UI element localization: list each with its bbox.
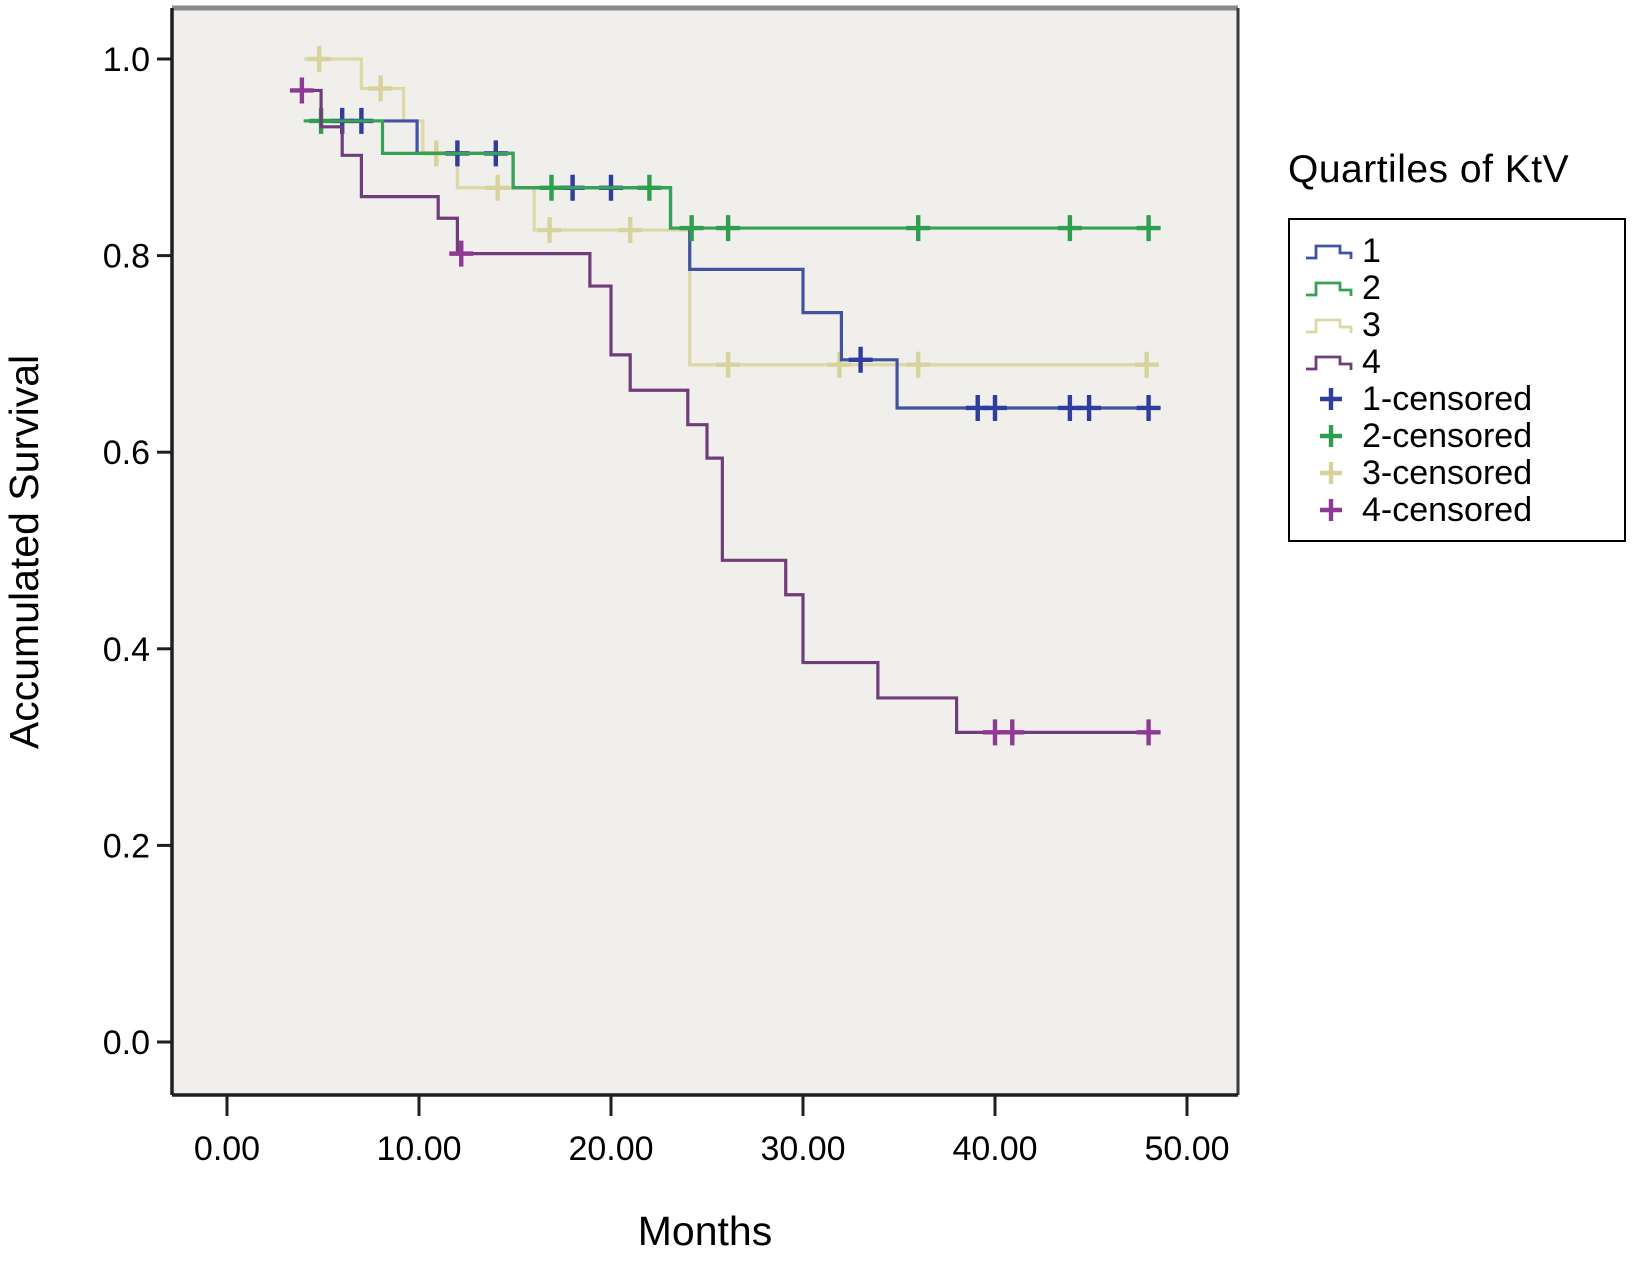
y-tick-label: 0.6 [103,434,150,472]
plot-area [170,5,1240,1097]
legend-item-label: 4-censored [1362,490,1533,529]
censor-mark-1 [1136,394,1161,421]
legend-item-quartile-3: 3 [1300,306,1614,343]
legend-title: Quartiles of KtV [1288,148,1570,191]
censor-plus-icon [1300,496,1362,524]
step-line-icon [1300,275,1362,301]
legend-item-label: 2-censored [1362,416,1533,455]
step-line-icon [1300,349,1362,375]
legend-item-censored-3: 3-censored [1300,454,1614,491]
x-tick-label: 40.00 [952,1130,1037,1168]
legend-item-quartile-4: 4 [1300,343,1614,380]
legend-item-censored-2: 2-censored [1300,417,1614,454]
axis-ticks: 1.0 0.8 0.6 0.4 0.2 0.0 0.00 10.00 20.00 30.00 40.… [103,41,1230,1168]
legend-item-quartile-1: 1 [1300,232,1614,269]
legend-item-label: 3 [1362,305,1381,344]
series-4 [289,77,1161,746]
x-tick-label: 10.00 [376,1130,461,1168]
censor-mark-2 [539,174,564,201]
x-tick-label: 50.00 [1144,1130,1229,1168]
censor-plus-icon [1300,422,1362,450]
x-tick-label: 0.00 [194,1130,260,1168]
censor-mark-4 [289,77,314,104]
series-2 [303,107,1161,242]
y-tick-label: 0.2 [103,827,150,865]
censor-mark-1 [983,394,1007,421]
censor-mark-3 [618,217,643,244]
censor-mark-2 [679,215,704,242]
censor-mark-4 [1136,719,1161,746]
plot-background [172,8,1238,1095]
legend-item-label: 3-censored [1362,453,1533,492]
censor-mark-3 [307,46,332,72]
x-tick-label: 30.00 [760,1130,845,1168]
y-tick-label: 0.4 [103,631,150,669]
censor-mark-2 [906,215,931,242]
legend: Quartiles of KtV 1 2 3 [1288,148,1648,542]
y-axis-title: Accumulated Survival [1,355,47,749]
censor-mark-4 [1000,719,1025,746]
survival-curves [289,46,1161,746]
censor-mark-2 [1057,215,1082,242]
legend-item-label: 2 [1362,268,1381,307]
legend-item-label: 1-censored [1362,379,1533,418]
censor-mark-2 [1136,215,1161,242]
legend-box: 1 2 3 4 [1288,218,1626,542]
censor-mark-1 [1077,394,1102,421]
censor-plus-icon [1300,459,1362,487]
x-tick-label: 20.00 [568,1130,653,1168]
censor-mark-2 [716,215,741,242]
legend-item-censored-1: 1-censored [1300,380,1614,417]
censor-mark-2 [637,174,662,201]
censor-mark-3 [368,75,393,102]
censor-mark-1 [848,346,873,373]
survival-curve-2 [303,119,1153,230]
y-tick-label: 0.8 [103,238,150,276]
legend-item-label: 1 [1362,231,1381,270]
censor-mark-3 [716,351,741,378]
step-line-icon [1300,238,1362,264]
censor-plus-icon [1300,385,1362,413]
censor-mark-3 [827,351,852,378]
survival-curve-4 [294,88,1153,734]
legend-item-quartile-2: 2 [1300,269,1614,306]
censor-mark-3 [1134,351,1159,378]
legend-item-censored-4: 4-censored [1300,491,1614,528]
censor-mark-4 [449,240,474,267]
censor-mark-3 [485,174,510,201]
legend-item-label: 4 [1362,342,1381,381]
y-tick-label: 1.0 [103,41,150,79]
y-tick-label: 0.0 [103,1024,150,1062]
x-axis-title: Months [638,1208,772,1254]
censor-mark-3 [906,351,931,378]
step-line-icon [1300,312,1362,338]
censor-mark-3 [537,217,562,244]
